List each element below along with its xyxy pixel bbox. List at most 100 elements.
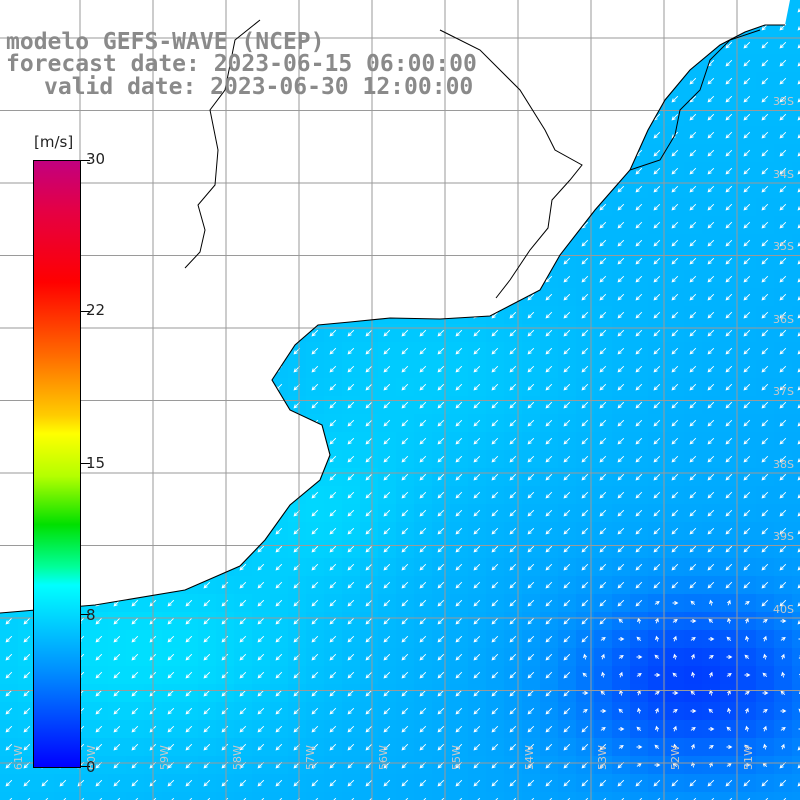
wind-arrow (437, 635, 445, 643)
wind-arrow (509, 779, 517, 787)
wind-arrow (581, 455, 589, 463)
wind-speed-cell (792, 252, 800, 270)
wind-arrow (743, 239, 751, 247)
wind-arrow (654, 601, 660, 605)
latitude-label: 38S (773, 457, 794, 471)
wind-arrow (797, 584, 800, 589)
wind-arrow (45, 797, 49, 800)
wind-arrow (672, 709, 678, 713)
wind-arrow (239, 599, 247, 607)
wind-arrow (437, 725, 445, 733)
wind-arrow (527, 581, 535, 589)
wind-arrow (725, 293, 733, 301)
wind-arrow (635, 365, 643, 373)
wind-speed-cell (792, 504, 800, 522)
wind-arrow (707, 455, 715, 463)
wind-arrow (545, 689, 553, 697)
wind-arrow (437, 653, 445, 661)
wind-arrow (491, 725, 499, 733)
wind-arrow (311, 653, 319, 661)
wind-arrow (779, 59, 787, 67)
wind-arrow (365, 581, 373, 589)
wind-arrow (707, 149, 715, 157)
wind-arrow (545, 311, 553, 319)
wind-arrow (563, 293, 571, 301)
wind-arrow (239, 689, 247, 697)
wind-arrow (473, 509, 481, 517)
wind-arrow (167, 743, 175, 751)
wind-speed-cell (792, 576, 800, 594)
wind-arrow (761, 131, 769, 139)
wind-arrow (617, 203, 625, 211)
wind-arrow (563, 491, 571, 499)
wind-arrow (5, 635, 13, 643)
wind-arrow (455, 635, 463, 643)
wind-arrow (599, 203, 607, 211)
wind-arrow (513, 797, 517, 800)
wind-arrow (635, 185, 643, 193)
wind-speed-cell (342, 792, 360, 800)
wind-arrow (275, 617, 283, 625)
wind-arrow (581, 401, 589, 409)
wind-arrow (419, 617, 427, 625)
wind-arrow (473, 437, 481, 445)
wind-arrow (221, 725, 229, 733)
wind-speed-cell (522, 792, 540, 800)
wind-speed-cell (792, 630, 800, 648)
wind-arrow (563, 743, 571, 751)
wind-arrow (743, 113, 751, 121)
wind-arrow (653, 185, 661, 193)
wind-arrow (563, 401, 571, 409)
wind-arrow (549, 797, 553, 800)
wind-arrow (761, 239, 769, 247)
wind-arrow (329, 581, 337, 589)
colorbar-tick-mark (80, 463, 90, 464)
wind-arrow (745, 725, 750, 732)
wind-arrow (779, 311, 787, 319)
wind-arrow (545, 635, 553, 643)
wind-arrow (762, 635, 767, 642)
wind-arrow (743, 455, 751, 463)
wind-arrow (437, 437, 445, 445)
wind-arrow (257, 779, 265, 787)
wind-speed-cell (18, 792, 36, 800)
wind-arrow (671, 383, 679, 391)
wind-arrow (383, 707, 391, 715)
colorbar-tick-mark (80, 766, 90, 767)
wind-arrow (495, 797, 499, 800)
wind-speed-cell (0, 792, 18, 800)
wind-arrow (603, 797, 607, 800)
wind-arrow (473, 599, 481, 607)
wind-arrow (727, 707, 732, 714)
wind-arrow (239, 671, 247, 679)
wind-arrow (113, 707, 121, 715)
wind-arrow (347, 383, 355, 391)
wind-arrow (329, 653, 337, 661)
wind-arrow (635, 599, 643, 607)
wind-speed-cell (792, 216, 800, 234)
wind-arrow (527, 635, 535, 643)
wind-arrow (473, 491, 481, 499)
wind-arrow (405, 797, 409, 800)
wind-arrow (617, 185, 625, 193)
wind-arrow (455, 329, 463, 337)
wind-speed-cell (648, 792, 666, 800)
wind-arrow (725, 455, 733, 463)
wind-arrow (333, 797, 337, 800)
wind-arrow (257, 743, 265, 751)
wind-arrow (797, 44, 800, 49)
wind-arrow (797, 404, 800, 409)
wind-arrow (635, 527, 643, 535)
wind-arrow (509, 311, 517, 319)
wind-arrow (437, 671, 445, 679)
wind-arrow (761, 293, 769, 301)
wind-arrow (763, 743, 768, 750)
wind-arrow (726, 654, 733, 660)
wind-arrow (563, 383, 571, 391)
wind-arrow (725, 347, 733, 355)
wind-arrow (509, 329, 517, 337)
wind-arrow (275, 527, 283, 535)
wind-arrow (401, 401, 409, 409)
wind-arrow (455, 455, 463, 463)
wind-arrow (239, 581, 247, 589)
